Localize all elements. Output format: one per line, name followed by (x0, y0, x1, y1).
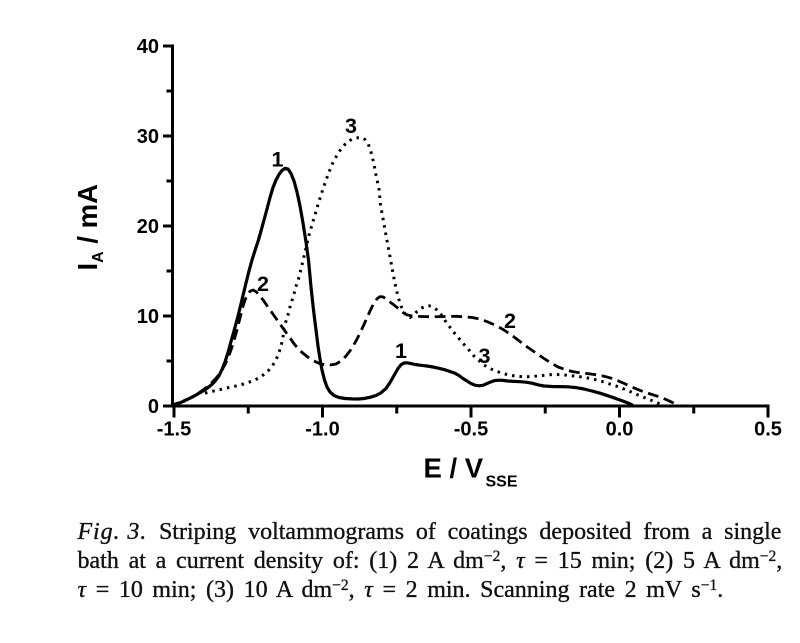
svg-text:0: 0 (148, 396, 159, 418)
svg-text:2: 2 (257, 272, 269, 296)
svg-text:SSE: SSE (486, 474, 518, 491)
svg-text:3: 3 (345, 114, 357, 138)
svg-text:0.0: 0.0 (606, 419, 634, 441)
svg-text:3: 3 (479, 344, 491, 368)
svg-text:20: 20 (137, 216, 159, 238)
svg-text:E / V: E / V (424, 453, 484, 484)
svg-text:10: 10 (137, 306, 159, 328)
svg-text:-0.5: -0.5 (454, 419, 488, 441)
svg-text:1: 1 (272, 148, 284, 172)
svg-text:2: 2 (504, 309, 516, 333)
svg-text:30: 30 (137, 126, 159, 148)
svg-text:-1.5: -1.5 (157, 419, 191, 441)
svg-text:-1.0: -1.0 (305, 419, 339, 441)
svg-text:1: 1 (395, 339, 407, 363)
svg-text:0.5: 0.5 (754, 419, 782, 441)
svg-text:40: 40 (137, 36, 159, 58)
svg-text:IA / mA: IA / mA (72, 184, 107, 271)
